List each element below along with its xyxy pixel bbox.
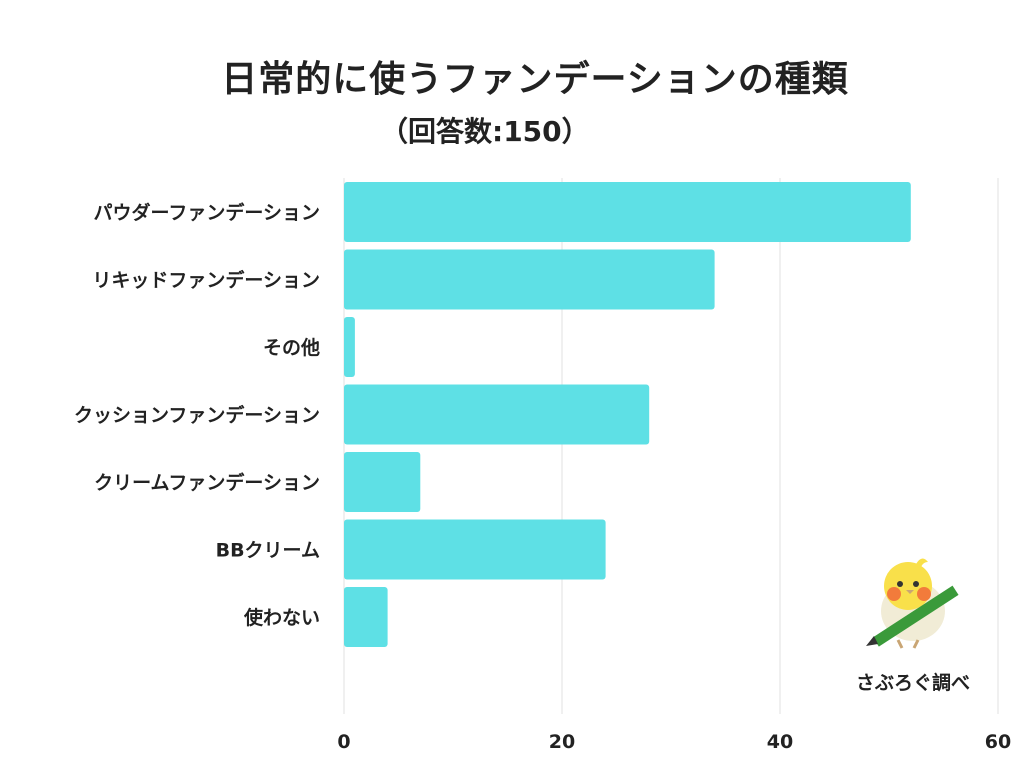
- x-tick-label: 20: [549, 731, 575, 753]
- chart-subtitle: （回答数:150）: [380, 115, 590, 148]
- bar: [344, 587, 388, 647]
- chart-title: 日常的に使うファンデーションの種類: [221, 59, 849, 100]
- bar: [344, 519, 606, 580]
- category-label: パウダーファンデーション: [94, 201, 320, 224]
- category-label: その他: [263, 336, 320, 359]
- x-tick-label: 60: [985, 731, 1011, 753]
- bar: [344, 384, 650, 445]
- x-tick-label: 40: [767, 731, 793, 753]
- bar: [344, 249, 715, 310]
- category-label: リキッドファンデーション: [92, 269, 320, 292]
- bar: [344, 452, 421, 512]
- category-label: クリームファンデーション: [94, 471, 320, 494]
- bar: [344, 182, 911, 242]
- bar: [344, 317, 355, 377]
- category-label: 使わない: [243, 607, 320, 629]
- category-label: クッションファンデーション: [74, 404, 320, 427]
- x-tick-label: 0: [337, 731, 350, 753]
- cockatiel-mascot-icon: [858, 556, 968, 660]
- credit-label: さぶろぐ調べ: [855, 672, 970, 694]
- category-label: BBクリーム: [216, 540, 320, 562]
